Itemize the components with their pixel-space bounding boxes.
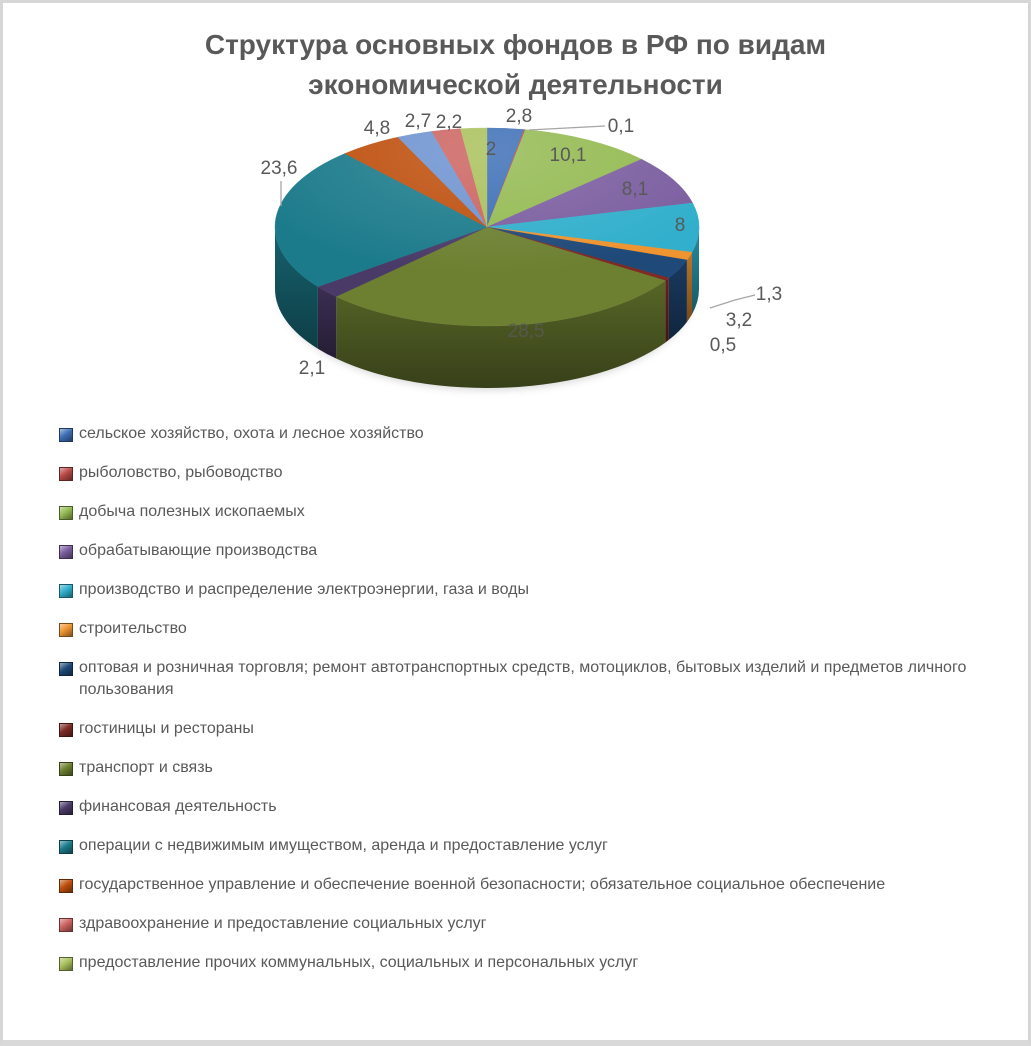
legend-color-swatch xyxy=(59,428,73,442)
legend-item: государственное управление и обеспечение… xyxy=(59,874,971,896)
legend-item-label: сельское хозяйство, охота и лесное хозяй… xyxy=(79,425,424,442)
legend-color-swatch xyxy=(59,840,73,854)
legend-item-label: рыболовство, рыбоводство xyxy=(79,464,283,481)
legend-item-label: гостиницы и рестораны xyxy=(79,720,254,737)
legend-item-label: обрабатывающие производства xyxy=(79,542,318,559)
data-label: 4,8 xyxy=(364,118,390,139)
legend-item: строительство xyxy=(59,618,971,640)
legend-item: добыча полезных ископаемых xyxy=(59,501,971,523)
legend-item: здравоохранение и предоставление социаль… xyxy=(59,913,971,935)
pie-chart-3d: 2,8 0,1 10,1 8,1 8 1,33,2 0,5 28,5 2,1 23,6 4,8 2,7… xyxy=(261,106,782,390)
legend-item: операции с недвижимым имуществом, аренда… xyxy=(59,835,971,857)
data-label: 0,1 xyxy=(608,116,634,137)
chart-title-line1: Структура основных фондов в РФ по видам xyxy=(204,29,827,60)
legend-color-swatch xyxy=(59,467,73,481)
pie-slice-wall xyxy=(317,286,337,359)
data-label: 2,8 xyxy=(506,106,532,127)
data-label: 2 xyxy=(486,139,497,160)
legend-color-swatch xyxy=(59,918,73,932)
legend-item: производство и распределение электроэнер… xyxy=(59,579,971,601)
data-label: 10,1 xyxy=(550,145,587,166)
legend-color-swatch xyxy=(59,879,73,893)
legend-color-swatch xyxy=(59,762,73,776)
data-label: 0,5 xyxy=(710,335,736,356)
legend-color-swatch xyxy=(59,723,73,737)
data-label: 2,2 xyxy=(436,112,462,133)
legend: сельское хозяйство, охота и лесное хозяй… xyxy=(59,423,971,991)
legend-item: предоставление прочих коммунальных, соци… xyxy=(59,952,971,974)
legend-item: оптовая и розничная торговля; ремонт авт… xyxy=(59,657,971,701)
legend-item: обрабатывающие производства xyxy=(59,540,971,562)
legend-item-label: производство и распределение электроэнер… xyxy=(79,581,529,598)
legend-item-label: предоставление прочих коммунальных, соци… xyxy=(79,954,639,971)
legend-item: рыболовство, рыбоводство xyxy=(59,462,971,484)
label-leader-line xyxy=(528,125,606,131)
chart-title: Структура основных фондов в РФ по видам … xyxy=(3,25,1028,105)
legend-item: гостиницы и рестораны xyxy=(59,718,971,740)
pie-slice-wall xyxy=(665,277,669,343)
legend-color-swatch xyxy=(59,662,73,676)
legend-item-label: оптовая и розничная торговля; ремонт авт… xyxy=(79,659,967,698)
data-label: 28,5 xyxy=(508,321,545,342)
legend-item-label: операции с недвижимым имуществом, аренда… xyxy=(79,837,608,854)
pie-slice-wall xyxy=(686,252,693,322)
pie-slice-wall xyxy=(692,227,699,315)
chart-title-line2: экономической деятельности xyxy=(308,69,723,100)
pie-sheen xyxy=(275,128,699,326)
data-label: 2,7 xyxy=(405,111,431,132)
pie-slice-wall xyxy=(275,227,318,349)
label-leader-line xyxy=(709,294,756,309)
legend-item-label: строительство xyxy=(79,620,187,637)
data-label: 2,1 xyxy=(299,358,325,379)
legend-item-label: здравоохранение и предоставление социаль… xyxy=(79,915,487,932)
legend-color-swatch xyxy=(59,506,73,520)
legend-color-swatch xyxy=(59,584,73,598)
legend-item-label: транспорт и связь xyxy=(79,759,213,776)
legend-item: сельское хозяйство, охота и лесное хозяй… xyxy=(59,423,971,445)
data-label: 1,3 xyxy=(756,284,782,305)
pie-slice-wall xyxy=(668,259,687,340)
legend-item: финансовая деятельность xyxy=(59,796,971,818)
pie-slice-wall xyxy=(336,280,666,388)
legend-color-swatch xyxy=(59,801,73,815)
legend-color-swatch xyxy=(59,623,73,637)
data-label: 8,1 xyxy=(622,179,648,200)
legend-color-swatch xyxy=(59,957,73,971)
legend-item-label: финансовая деятельность xyxy=(79,798,277,815)
data-label: 23,6 xyxy=(261,158,298,179)
legend-item-label: добыча полезных ископаемых xyxy=(79,503,305,520)
legend-color-swatch xyxy=(59,545,73,559)
data-label: 3,2 xyxy=(726,310,752,331)
data-label: 8 xyxy=(675,215,686,236)
legend-item-label: государственное управление и обеспечение… xyxy=(79,876,886,893)
legend-item: транспорт и связь xyxy=(59,757,971,779)
